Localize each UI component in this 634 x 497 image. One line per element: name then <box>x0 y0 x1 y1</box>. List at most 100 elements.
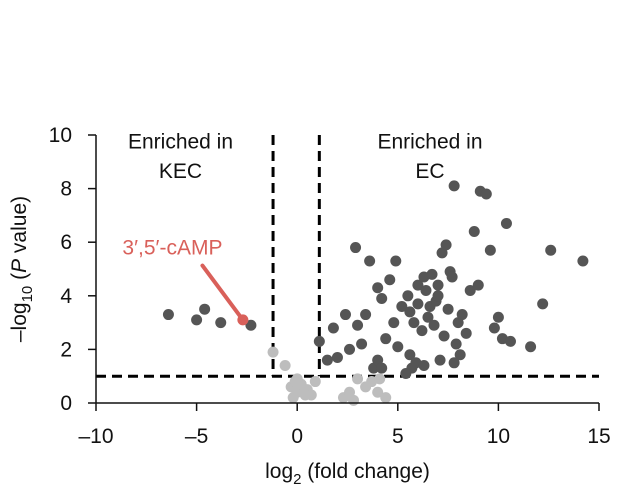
significant-point <box>500 217 512 229</box>
nonsignificant-point <box>352 373 364 385</box>
significant-point <box>404 349 416 361</box>
data-points <box>162 180 589 406</box>
x-tick-label: –10 <box>78 425 113 448</box>
nonsignificant-point <box>279 359 291 371</box>
nonsignificant-point <box>372 386 384 398</box>
y-tick-label: 0 <box>60 392 72 415</box>
significant-point <box>390 255 402 267</box>
significant-point <box>215 317 227 329</box>
region-label-1-line-2: KEC <box>159 160 202 183</box>
y-axis-title: –log10 (P value) <box>8 196 36 342</box>
significant-point <box>356 338 368 350</box>
significant-point <box>442 303 454 315</box>
y-tick-label: 2 <box>60 338 72 361</box>
significant-point <box>364 255 376 267</box>
significant-point <box>416 325 428 337</box>
significant-point <box>402 290 414 302</box>
significant-point <box>396 301 408 313</box>
x-tick-label: 15 <box>587 425 610 448</box>
significant-point <box>432 279 444 291</box>
significant-point <box>432 290 444 302</box>
significant-point <box>448 357 460 369</box>
nonsignificant-point <box>309 376 321 388</box>
significant-point <box>344 343 356 355</box>
significant-point <box>245 319 257 331</box>
significant-point <box>376 362 388 374</box>
significant-point <box>504 335 516 347</box>
significant-point <box>488 322 500 334</box>
significant-point <box>384 274 396 286</box>
significant-point <box>525 341 537 353</box>
significant-point <box>426 268 438 280</box>
significant-point <box>454 349 466 361</box>
significant-point <box>339 309 351 321</box>
significant-point <box>434 354 446 366</box>
significant-point <box>472 279 484 291</box>
region-label-2-line-2: EC <box>415 160 444 183</box>
region-labels: Enriched in KEC Enriched in EC <box>128 131 483 183</box>
significant-point <box>400 368 412 380</box>
x-tick-label: –5 <box>185 425 208 448</box>
significant-point <box>450 338 462 350</box>
significant-point <box>460 327 472 339</box>
significant-point <box>484 244 496 256</box>
significant-point <box>480 188 492 200</box>
significant-point <box>376 292 388 304</box>
significant-point <box>360 309 372 321</box>
significant-point <box>331 351 343 363</box>
significant-point <box>321 354 333 366</box>
axes <box>95 135 599 404</box>
significant-point <box>438 330 450 342</box>
significant-point <box>440 239 452 251</box>
x-axis-title: log2 (fold change) <box>265 460 430 488</box>
significant-point <box>446 271 458 283</box>
significant-point <box>456 309 468 321</box>
annotation-label: 3′,5′-cAMP <box>122 237 222 260</box>
significant-point <box>404 306 416 318</box>
significant-point <box>372 282 384 294</box>
significant-point <box>388 317 400 329</box>
nonsignificant-point <box>380 392 392 404</box>
significant-point <box>577 255 589 267</box>
significant-point <box>380 333 392 345</box>
nonsignificant-point <box>348 394 360 406</box>
significant-point <box>420 284 432 296</box>
significant-point <box>162 309 174 321</box>
significant-point <box>492 311 504 323</box>
significant-point <box>464 284 476 296</box>
significant-point <box>422 311 434 323</box>
nonsignificant-point <box>374 373 386 385</box>
nonsignificant-point <box>287 392 299 404</box>
y-tick-label: 10 <box>49 124 72 147</box>
significant-point <box>327 322 339 334</box>
significant-point <box>418 359 430 371</box>
significant-point <box>468 225 480 237</box>
significant-point <box>408 317 420 329</box>
significant-point <box>352 319 364 331</box>
y-tick-label: 4 <box>60 285 72 308</box>
significant-point <box>313 335 325 347</box>
annotation: 3′,5′-cAMP <box>122 237 245 322</box>
x-tick-label: 5 <box>392 425 404 448</box>
region-label-1-line-1: Enriched in <box>128 131 233 154</box>
significant-point <box>412 279 424 291</box>
significant-point <box>428 319 440 331</box>
significant-point <box>545 244 557 256</box>
significant-point <box>191 314 203 326</box>
nonsignificant-point <box>305 389 317 401</box>
nonsignificant-point <box>291 373 303 385</box>
significant-point <box>448 180 460 192</box>
significant-point <box>199 303 211 315</box>
nonsignificant-point <box>267 346 279 358</box>
significant-point <box>350 242 362 254</box>
y-tick-label: 6 <box>60 231 72 254</box>
x-tick-label: 10 <box>487 425 510 448</box>
region-label-2-line-1: Enriched in <box>377 131 482 154</box>
significant-point <box>392 341 404 353</box>
x-tick-label: 0 <box>291 425 303 448</box>
y-ticks: 0 2 4 6 8 10 <box>49 124 96 415</box>
significant-point <box>412 298 424 310</box>
significant-point <box>537 298 549 310</box>
y-tick-label: 8 <box>60 178 72 201</box>
